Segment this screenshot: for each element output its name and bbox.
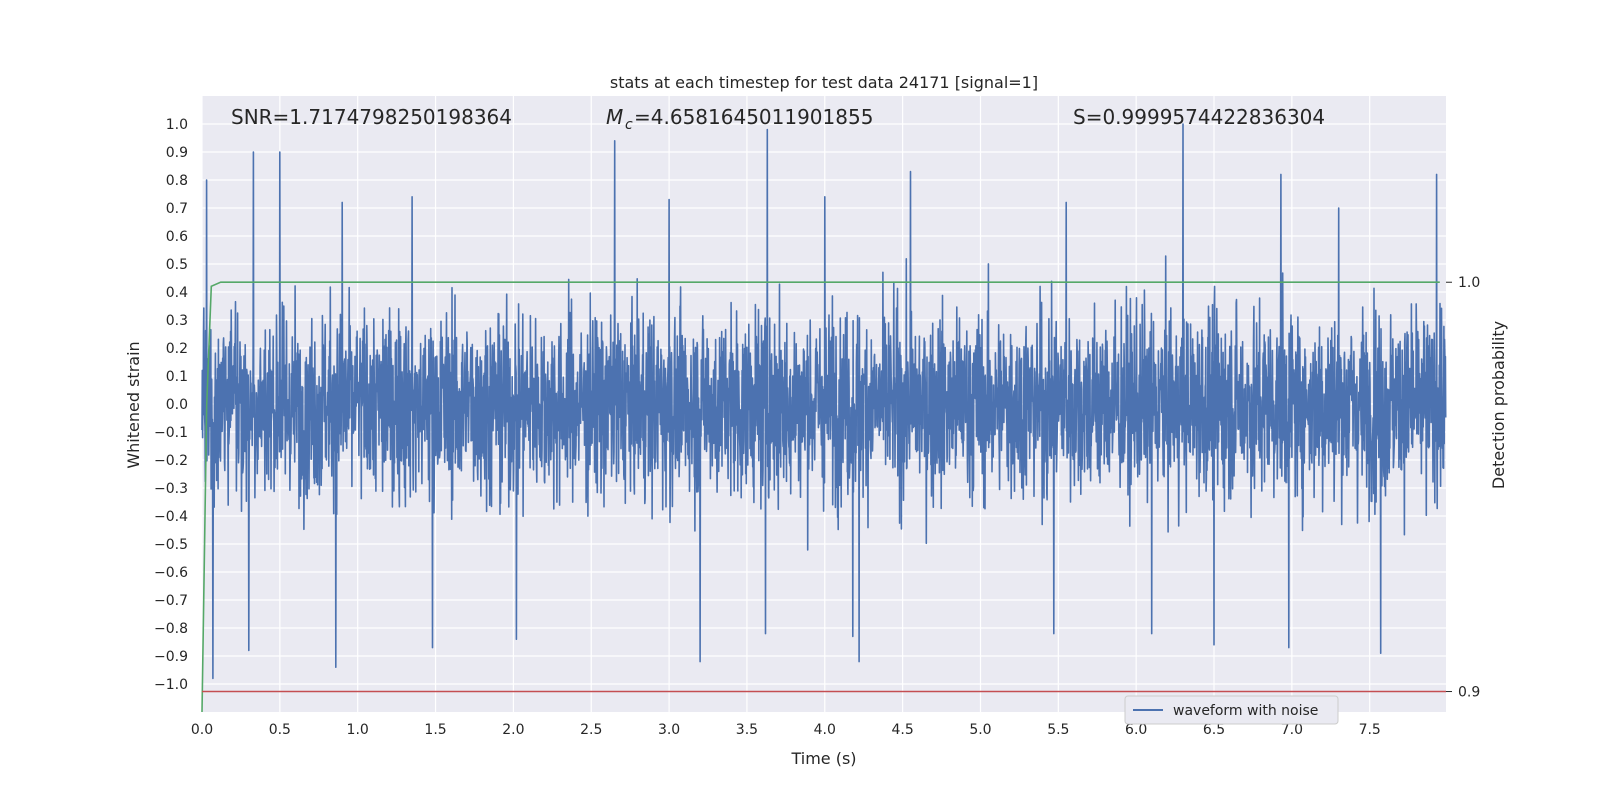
y-tick-label: −0.5 xyxy=(154,537,188,553)
snr-annotation: SNR=1.7174798250198364 xyxy=(231,105,512,129)
mc-subscript: c xyxy=(625,117,633,133)
mc-annotation: M c =4.6581645011901855 xyxy=(606,105,873,133)
x-tick-label: 7.0 xyxy=(1281,722,1303,738)
legend-label: waveform with noise xyxy=(1173,703,1318,719)
x-tick-label: 3.5 xyxy=(736,722,758,738)
y-tick-label: 0.5 xyxy=(166,257,188,273)
y2-axis-label: Detection probability xyxy=(1489,321,1508,489)
legend: waveform with noise xyxy=(1124,695,1339,725)
y-axis-ticks: 1.0 0.9 0.8 0.7 0.6 0.5 0.4 0.3 0.2 0.1 0.0 −0.1 −0.… xyxy=(154,117,188,693)
y-tick-label: −0.6 xyxy=(154,565,188,581)
x-tick-label: 5.5 xyxy=(1047,722,1069,738)
y-tick-label: 0.6 xyxy=(166,229,188,245)
y2-tick-label: 1.0 xyxy=(1458,275,1480,291)
y-tick-label: −0.1 xyxy=(154,425,188,441)
x-axis-label: Time (s) xyxy=(790,749,856,768)
legend-box xyxy=(1124,695,1339,725)
x-tick-label: 1.0 xyxy=(347,722,369,738)
y-tick-label: −0.7 xyxy=(154,593,188,609)
mc-symbol: M xyxy=(606,105,623,129)
mc-value: =4.6581645011901855 xyxy=(634,105,873,129)
chart-title: stats at each timestep for test data 241… xyxy=(610,73,1038,92)
y-tick-label: 1.0 xyxy=(166,117,188,133)
s-annotation: S=0.9999574422836304 xyxy=(1073,105,1325,129)
y-tick-label: −0.9 xyxy=(154,649,188,665)
waveform-line xyxy=(201,123,1447,680)
y-tick-label: −0.2 xyxy=(154,453,188,469)
y2-axis-ticks: 1.0 0.9 xyxy=(1446,275,1480,701)
waveform-series xyxy=(201,123,1447,680)
y-tick-label: 0.0 xyxy=(166,397,188,413)
x-tick-label: 3.0 xyxy=(658,722,680,738)
y-tick-label: 0.4 xyxy=(166,285,188,301)
x-tick-label: 0.5 xyxy=(269,722,291,738)
y2-tick-label: 0.9 xyxy=(1458,685,1480,701)
y-tick-label: −1.0 xyxy=(154,677,188,693)
y-tick-label: 0.3 xyxy=(166,313,188,329)
x-tick-label: 0.0 xyxy=(191,722,213,738)
detection-probability-line xyxy=(201,281,1440,713)
x-tick-label: 6.5 xyxy=(1203,722,1225,738)
y-tick-label: 0.9 xyxy=(166,145,188,161)
y-tick-label: −0.3 xyxy=(154,481,188,497)
y-tick-label: 0.8 xyxy=(166,173,188,189)
y-axis-label: Whitened strain xyxy=(124,341,143,468)
x-tick-label: 6.0 xyxy=(1125,722,1147,738)
x-tick-label: 4.5 xyxy=(891,722,913,738)
y-tick-label: −0.8 xyxy=(154,621,188,637)
x-tick-label: 4.0 xyxy=(814,722,836,738)
y-tick-label: 0.1 xyxy=(166,369,188,385)
x-axis-ticks: 0.0 0.5 1.0 1.5 2.0 2.5 3.0 3.5 4.0 4.5 5.0 5.5 6.0 6… xyxy=(191,722,1381,738)
x-tick-label: 2.5 xyxy=(580,722,602,738)
x-tick-label: 1.5 xyxy=(424,722,446,738)
y-tick-label: −0.4 xyxy=(154,509,188,525)
y-tick-label: 0.2 xyxy=(166,341,188,357)
x-tick-label: 7.5 xyxy=(1359,722,1381,738)
probability-series xyxy=(201,281,1446,713)
y-tick-label: 0.7 xyxy=(166,201,188,217)
x-tick-label: 5.0 xyxy=(969,722,991,738)
x-tick-label: 2.0 xyxy=(502,722,524,738)
